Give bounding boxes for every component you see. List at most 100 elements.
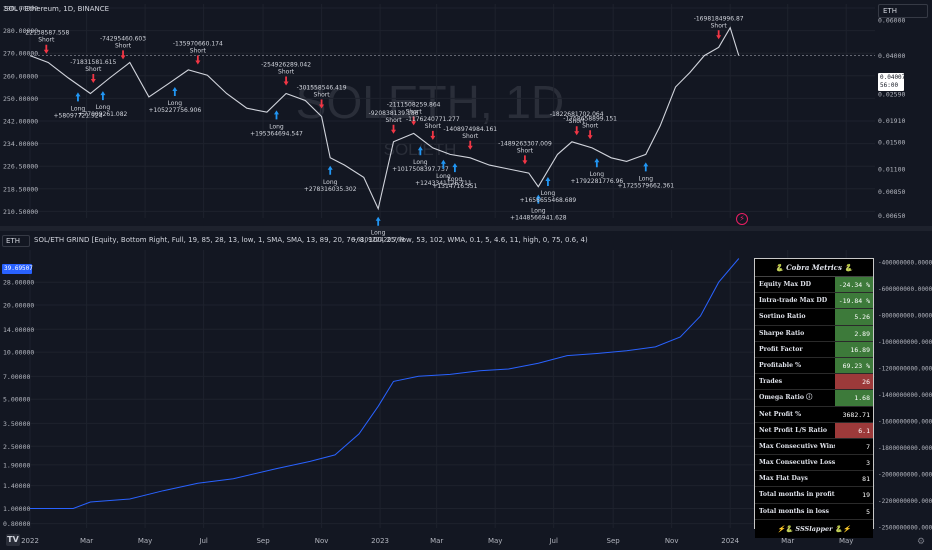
short-signal-value: -920838139.186 [369, 110, 419, 117]
metrics-row: Total months in loss 5 [755, 503, 873, 520]
metric-value: 3 [835, 455, 873, 471]
short-signal-value: -254926289.042 [261, 61, 311, 68]
x-tick-label: May [488, 537, 502, 545]
equity-right-tick: -1200000000.0000 [878, 366, 932, 373]
metrics-footer: ⚡🐍 SSSlapper 🐍⚡ [755, 519, 873, 538]
metrics-row: Max Consecutive Wins 7 [755, 438, 873, 456]
short-signal-value: -1489263307.009 [498, 140, 552, 147]
metric-label: Max Consecutive Losses [755, 455, 835, 471]
x-tick-label: Sep [256, 537, 270, 545]
metric-value: 6.1 [835, 422, 873, 438]
equity-left-tick: 3.50000 [3, 420, 30, 428]
long-signal-value: +278316035.302 [304, 186, 357, 193]
short-signal-label: Short [582, 122, 599, 129]
x-tick-label: Jul [198, 537, 208, 545]
long-arrow-icon [594, 158, 600, 168]
long-signal-value: +58097721.924 [53, 112, 102, 119]
metrics-row: Max Consecutive Losses 3 [755, 455, 873, 472]
equity-right-tick: -1400000000.0000 [878, 392, 932, 399]
left-axis-tick: 250.00000 [3, 95, 38, 103]
equity-left-tick: 20.00000 [3, 302, 34, 310]
long-arrow-icon [417, 146, 423, 156]
long-arrow-icon [375, 216, 381, 226]
metric-value: 26 [835, 374, 873, 390]
equity-left-tick: 2.50000 [3, 443, 30, 451]
pane-currency[interactable]: ETH [2, 235, 30, 247]
left-axis-tick: 260.00000 [3, 72, 38, 80]
metric-value: 3682.71 % [835, 406, 873, 435]
indicator-legend[interactable]: SOL/ETH GRIND [Equity, Bottom Right, Ful… [34, 236, 588, 244]
x-tick-label: Mar [781, 537, 794, 545]
metric-value: 5 [835, 503, 873, 519]
long-signal-value: +1017508397.737 [392, 166, 449, 173]
long-signal-label: Long [168, 100, 183, 107]
metric-label: Max Flat Days [755, 471, 835, 487]
equity-left-tick: 5.00000 [3, 396, 30, 404]
tradingview-logo[interactable]: TV [6, 534, 20, 546]
x-tick-label: May [138, 537, 152, 545]
metrics-row: Profit Factor 16.89 [755, 341, 873, 358]
right-axis-tick: 0.00650 [878, 212, 905, 220]
left-axis-tick: 226.50000 [3, 163, 38, 171]
x-tick-label: Jul [548, 537, 558, 545]
short-signal-label: Short [314, 92, 331, 99]
x-tick-label: May [839, 537, 853, 545]
long-arrow-icon [535, 194, 541, 204]
right-axis-tick: 0.02590 [878, 90, 905, 98]
metrics-row: Trades 26 [755, 374, 873, 391]
right-axis-tick: 0.04000 [878, 52, 905, 60]
metric-value: -24.34 % [835, 277, 873, 293]
left-axis-tick: 242.00000 [3, 118, 38, 126]
metric-label: Max Consecutive Wins [755, 438, 835, 455]
metrics-row: Profitable % 69.23 % [755, 357, 873, 375]
short-arrow-icon [522, 155, 528, 165]
long-signal-label: Long [590, 171, 605, 178]
short-arrow-icon [283, 76, 289, 86]
short-arrow-icon [587, 130, 593, 140]
short-arrow-icon [716, 30, 722, 40]
metrics-row: Net Profit L/S Ratio 6.1 [755, 422, 873, 439]
price-line [29, 26, 740, 211]
long-signal-label: Long [639, 175, 654, 182]
equity-right-tick: -1600000000.0000 [878, 419, 932, 426]
short-signal-label: Short [406, 108, 423, 115]
long-signal-value: +1243341126.711 [415, 180, 472, 187]
metric-label: Net Profit % [755, 406, 835, 422]
right-axis-tick: 0.01100 [878, 166, 905, 174]
short-signal-value: -22138587.558 [23, 30, 69, 37]
currency-selector[interactable]: ETH [878, 4, 928, 18]
long-signal-label: Long [269, 123, 284, 130]
equity-left-tick: 0.80000 [3, 520, 30, 528]
metric-label: Equity Max DD [755, 277, 835, 293]
gear-icon[interactable]: ⚙ [917, 537, 926, 547]
short-signal-label: Short [190, 48, 207, 55]
metric-value: 5.26 [835, 309, 873, 325]
metrics-row: Max Flat Days 81 [755, 471, 873, 488]
symbol-legend[interactable]: SOL / Ethereum, 1D, BINANCE [4, 5, 110, 13]
equity-left-tick: 7.00000 [3, 373, 30, 381]
lightning-icon[interactable]: ⚡ [736, 213, 748, 225]
short-arrow-icon [411, 116, 417, 126]
long-arrow-icon [273, 110, 279, 120]
short-signal-label: Short [462, 133, 479, 140]
equity-right-tick: -2200000000.0000 [878, 498, 932, 505]
pane-separator [0, 226, 932, 231]
metrics-row: Sortino Ratio 5.26 [755, 309, 873, 326]
long-arrow-icon [172, 86, 178, 96]
metric-label: Profitable % [755, 357, 835, 374]
metric-value: 1.68 [835, 390, 873, 406]
short-signal-label: Short [85, 66, 102, 73]
watermark-main: SOLETH, 1D [296, 76, 564, 128]
short-signal-label: Short [385, 117, 402, 124]
short-signal-label: Short [38, 37, 55, 44]
short-signal-value: -1758658899.151 [563, 115, 617, 122]
long-signal-value: +610922420.769 [352, 237, 405, 244]
long-signal-label: Long [323, 179, 338, 186]
long-signal-value: +105227756.906 [148, 107, 201, 114]
equity-right-tick: -2500000000.0000 [878, 525, 932, 532]
metrics-title: 🐍 Cobra Metrics 🐍 [755, 259, 873, 277]
long-signal-value: +77009261.082 [78, 111, 127, 118]
metric-value: 81 [835, 471, 873, 487]
short-arrow-icon [467, 140, 473, 150]
short-signal-label: Short [425, 123, 442, 130]
